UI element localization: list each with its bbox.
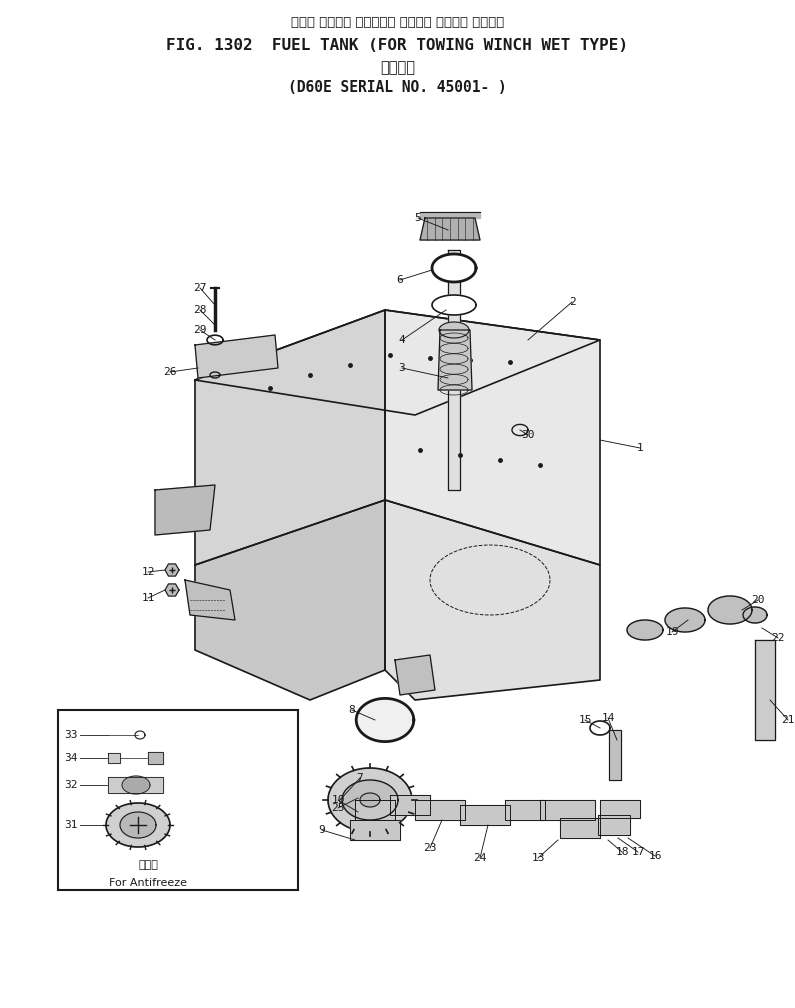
Text: 4: 4 xyxy=(398,335,405,345)
Polygon shape xyxy=(385,500,600,700)
Polygon shape xyxy=(342,780,398,820)
Polygon shape xyxy=(185,580,235,620)
Polygon shape xyxy=(148,752,163,764)
Polygon shape xyxy=(195,500,385,700)
Text: フェル タンク　 トゥイング ウインチ ウエット タイプ用: フェル タンク トゥイング ウインチ ウエット タイプ用 xyxy=(291,15,504,28)
Polygon shape xyxy=(195,335,278,378)
Text: 25: 25 xyxy=(332,803,345,813)
Text: 6: 6 xyxy=(397,275,403,285)
Text: 14: 14 xyxy=(601,713,615,723)
Text: 3: 3 xyxy=(398,363,405,373)
Text: 17: 17 xyxy=(631,847,645,857)
Text: 5: 5 xyxy=(415,213,421,223)
Polygon shape xyxy=(560,818,600,838)
Polygon shape xyxy=(439,322,469,338)
Polygon shape xyxy=(505,800,545,820)
Text: 20: 20 xyxy=(751,595,765,605)
Polygon shape xyxy=(420,218,480,240)
Text: 30: 30 xyxy=(522,430,535,440)
Text: 適用号機: 適用号機 xyxy=(380,60,415,76)
Polygon shape xyxy=(108,753,120,763)
Text: 不凍用: 不凍用 xyxy=(138,860,158,870)
Polygon shape xyxy=(390,795,430,815)
Polygon shape xyxy=(755,640,775,740)
Text: 12: 12 xyxy=(142,566,155,577)
Polygon shape xyxy=(155,485,215,535)
Polygon shape xyxy=(598,815,630,835)
Text: 19: 19 xyxy=(665,627,679,637)
Polygon shape xyxy=(743,607,767,623)
Text: 13: 13 xyxy=(531,853,545,863)
Polygon shape xyxy=(420,212,480,218)
Text: 34: 34 xyxy=(64,753,78,763)
Polygon shape xyxy=(355,800,395,820)
Polygon shape xyxy=(385,310,600,565)
Text: 10: 10 xyxy=(332,795,345,805)
Text: 18: 18 xyxy=(615,847,629,857)
Polygon shape xyxy=(356,699,414,742)
Text: 8: 8 xyxy=(349,705,355,715)
Text: 1: 1 xyxy=(637,443,643,453)
Polygon shape xyxy=(609,730,621,780)
Text: 2: 2 xyxy=(568,297,576,307)
Text: 29: 29 xyxy=(193,325,207,335)
Polygon shape xyxy=(165,584,179,596)
Text: 11: 11 xyxy=(142,593,155,603)
Bar xyxy=(58,710,298,890)
Polygon shape xyxy=(415,800,465,820)
Polygon shape xyxy=(165,563,179,576)
Text: 16: 16 xyxy=(648,851,661,861)
Polygon shape xyxy=(122,776,150,794)
Polygon shape xyxy=(195,310,600,415)
Polygon shape xyxy=(627,620,663,640)
Text: 31: 31 xyxy=(64,820,78,830)
Text: 21: 21 xyxy=(781,715,795,725)
Text: 28: 28 xyxy=(193,305,207,314)
Text: 9: 9 xyxy=(319,825,325,835)
Polygon shape xyxy=(665,608,705,632)
Polygon shape xyxy=(328,768,412,832)
Text: 23: 23 xyxy=(423,843,436,853)
Text: For Antifreeze: For Antifreeze xyxy=(109,878,187,888)
Text: 26: 26 xyxy=(163,367,176,377)
Text: 22: 22 xyxy=(771,633,785,643)
Polygon shape xyxy=(360,793,380,807)
Polygon shape xyxy=(350,820,400,840)
Polygon shape xyxy=(106,803,170,847)
Polygon shape xyxy=(432,295,476,314)
Polygon shape xyxy=(395,655,435,695)
Text: 15: 15 xyxy=(578,715,591,725)
Text: 33: 33 xyxy=(64,730,78,740)
Polygon shape xyxy=(448,250,460,490)
Polygon shape xyxy=(120,812,156,838)
Polygon shape xyxy=(195,310,385,565)
Polygon shape xyxy=(438,330,472,390)
Text: (D60E SERIAL NO. 45001- ): (D60E SERIAL NO. 45001- ) xyxy=(288,81,507,96)
Polygon shape xyxy=(708,596,752,624)
Text: 7: 7 xyxy=(357,773,363,783)
Polygon shape xyxy=(540,800,595,820)
Text: 24: 24 xyxy=(473,853,487,863)
Polygon shape xyxy=(108,777,163,793)
Text: FIG. 1302  FUEL TANK (FOR TOWING WINCH WET TYPE): FIG. 1302 FUEL TANK (FOR TOWING WINCH WE… xyxy=(166,38,629,53)
Polygon shape xyxy=(460,805,510,825)
Polygon shape xyxy=(600,800,640,818)
Text: 27: 27 xyxy=(193,283,207,293)
Text: 32: 32 xyxy=(64,780,78,790)
Polygon shape xyxy=(432,254,476,282)
